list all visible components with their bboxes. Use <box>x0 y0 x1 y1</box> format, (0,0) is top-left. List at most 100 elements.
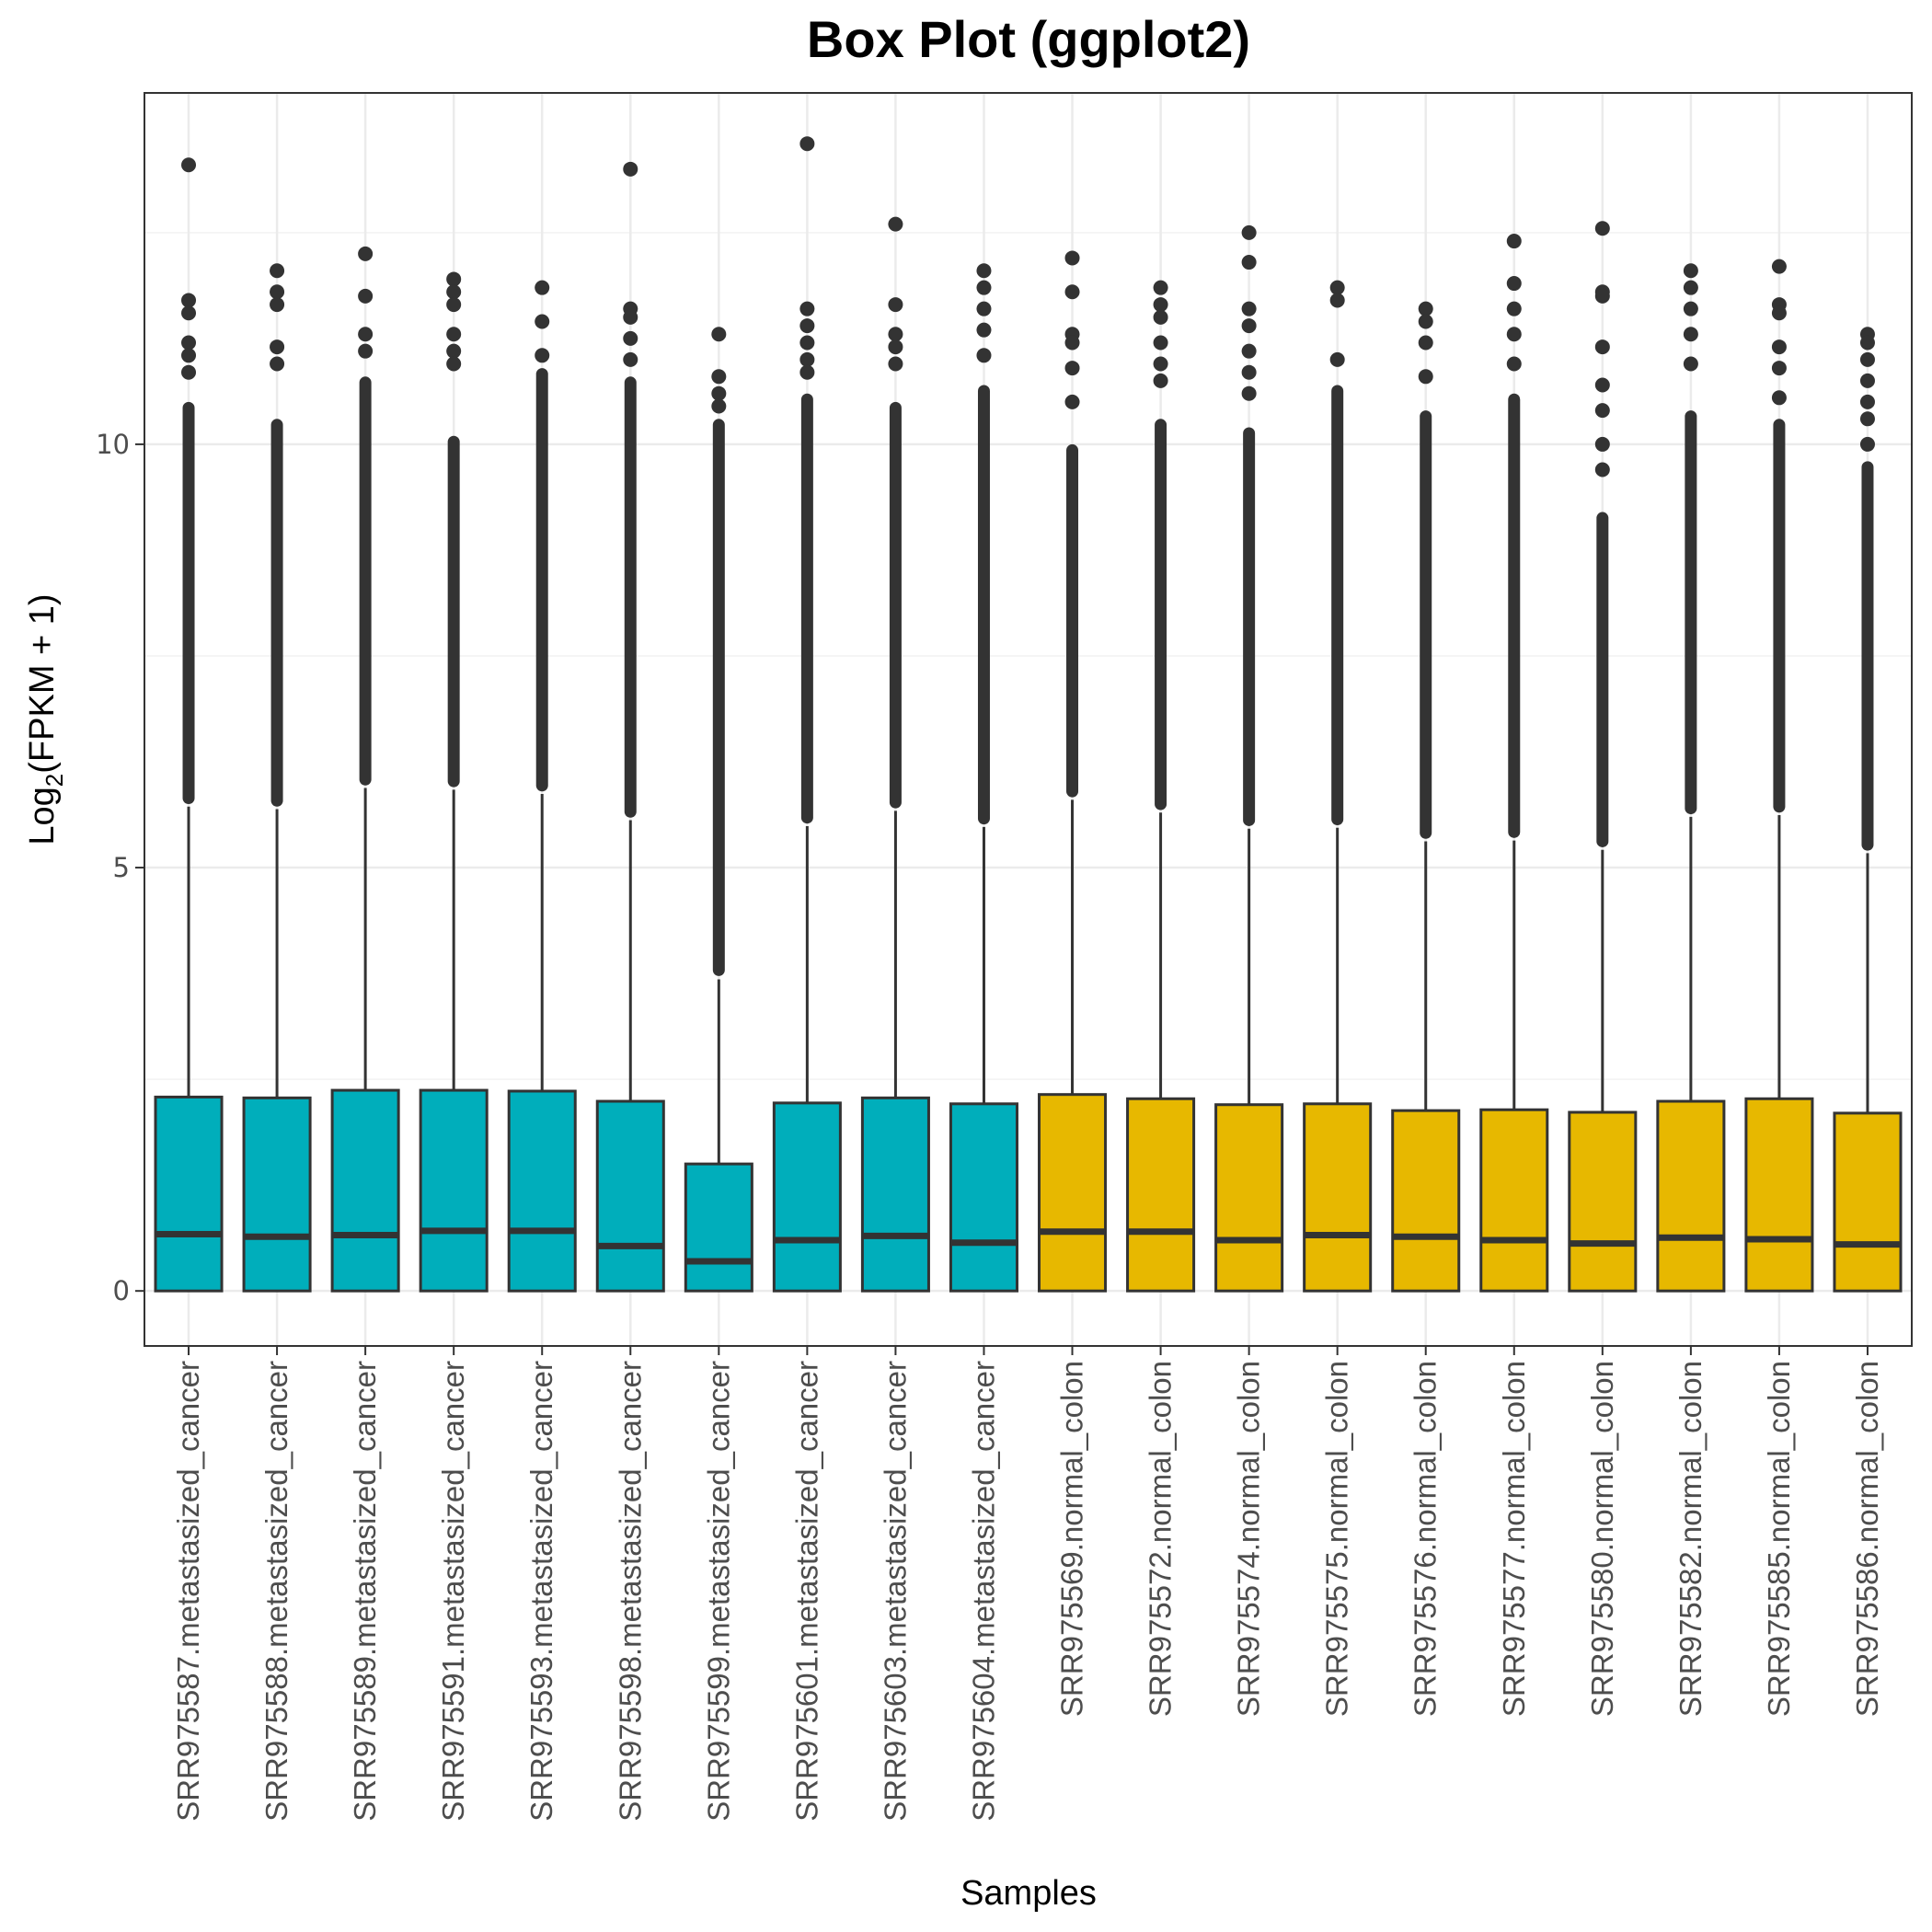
outlier-point <box>1683 356 1698 372</box>
outlier-point <box>1594 221 1610 236</box>
outlier-point <box>1153 309 1168 325</box>
outlier-point <box>1153 373 1168 388</box>
outlier-point <box>799 364 815 380</box>
outlier-point <box>535 280 550 295</box>
outlier-band <box>359 376 372 786</box>
outlier-band <box>535 368 548 792</box>
y-tick-label: 5 <box>113 852 130 883</box>
outlier-band <box>1596 512 1609 847</box>
outlier-point <box>799 301 815 316</box>
outlier-point <box>446 284 462 300</box>
plot-panel-border <box>144 92 1913 1347</box>
box-SRR975582.normal_colon <box>1656 263 1726 1293</box>
x-tick-label: SRR975588.metastasized_cancer <box>259 1361 293 1822</box>
outlier-point <box>358 246 374 261</box>
box-body <box>772 1101 842 1293</box>
outlier-band <box>1508 393 1521 838</box>
box-body <box>595 1099 665 1293</box>
box-SRR975586.normal_colon <box>1833 327 1903 1293</box>
outlier-point <box>1153 297 1168 313</box>
box-body <box>507 1089 577 1293</box>
box-SRR975593.metastasized_cancer <box>507 280 577 1293</box>
outlier-point <box>623 330 638 346</box>
outlier-point <box>1329 351 1345 367</box>
outlier-point <box>1241 364 1257 380</box>
outlier-point <box>358 288 374 304</box>
outlier-band <box>800 393 813 824</box>
box-SRR975572.normal_colon <box>1126 280 1196 1293</box>
outlier-point <box>1594 339 1610 355</box>
outlier-point <box>181 364 197 380</box>
outlier-point <box>1506 327 1522 342</box>
outlier-point <box>1859 335 1875 351</box>
x-tick-label: SRR975582.normal_colon <box>1673 1361 1708 1717</box>
outlier-point <box>1241 343 1257 359</box>
x-tick-label: SRR975576.normal_colon <box>1409 1361 1443 1717</box>
outlier-point <box>1506 276 1522 292</box>
box-body <box>419 1088 489 1293</box>
box-body <box>1126 1097 1196 1293</box>
outlier-point <box>1771 259 1787 274</box>
outlier-point <box>1683 301 1698 316</box>
box-body <box>1656 1099 1726 1293</box>
outlier-point <box>270 339 285 355</box>
outlier-point <box>711 385 727 401</box>
outlier-point <box>181 348 197 363</box>
box-body <box>330 1088 400 1293</box>
outlier-point <box>270 297 285 313</box>
box-body <box>1568 1110 1638 1293</box>
outlier-point <box>446 356 462 372</box>
box-SRR975599.metastasized_cancer <box>684 327 753 1293</box>
outlier-point <box>1241 301 1257 316</box>
outlier-point <box>1594 436 1610 452</box>
outlier-point <box>1418 301 1433 316</box>
outlier-point <box>1859 351 1875 367</box>
outlier-point <box>1859 373 1875 388</box>
box-SRR975574.normal_colon <box>1214 224 1284 1293</box>
outlier-point <box>1153 335 1168 351</box>
x-tick-label: SRR975589.metastasized_cancer <box>348 1361 382 1822</box>
outlier-point <box>1241 318 1257 334</box>
box-body <box>1214 1103 1284 1293</box>
outlier-band <box>1861 461 1874 851</box>
y-axis-title-prefix: Log <box>23 787 62 845</box>
box-SRR975589.metastasized_cancer <box>330 246 400 1293</box>
outlier-point <box>976 263 992 279</box>
x-tick-label: SRR975591.metastasized_cancer <box>436 1361 470 1822</box>
outlier-point <box>1683 327 1698 342</box>
outlier-band <box>1243 427 1256 826</box>
outlier-point <box>446 297 462 313</box>
outlier-point <box>1594 462 1610 477</box>
outlier-point <box>976 322 992 338</box>
x-tick-label: SRR975598.metastasized_cancer <box>613 1361 647 1822</box>
outlier-point <box>799 335 815 351</box>
outlier-point <box>181 305 197 321</box>
x-tick-label: SRR975601.metastasized_cancer <box>789 1361 823 1822</box>
y-axis-title: Log2(FPKM + 1) <box>23 593 68 845</box>
outlier-point <box>1683 263 1698 279</box>
x-tick-label: SRR975593.metastasized_cancer <box>524 1361 558 1822</box>
outlier-point <box>799 136 815 152</box>
outlier-point <box>623 351 638 367</box>
x-tick-label: SRR975586.normal_colon <box>1850 1361 1884 1717</box>
outlier-point <box>358 327 374 342</box>
y-tick-label: 10 <box>96 429 130 460</box>
outlier-point <box>1241 224 1257 240</box>
y-axis-title-subscript: 2 <box>40 774 68 787</box>
box-body <box>684 1162 753 1293</box>
outlier-point <box>1594 288 1610 304</box>
outlier-point <box>888 356 903 372</box>
outlier-point <box>181 335 197 351</box>
box-body <box>154 1095 224 1293</box>
outlier-point <box>1064 361 1080 376</box>
outlier-point <box>1329 293 1345 308</box>
outlier-point <box>1153 356 1168 372</box>
x-tick-label: SRR975577.normal_colon <box>1497 1361 1531 1717</box>
outlier-band <box>624 376 637 818</box>
outlier-point <box>1594 377 1610 393</box>
outlier-point <box>1064 394 1080 409</box>
outlier-point <box>1771 305 1787 321</box>
outlier-point <box>888 327 903 342</box>
outlier-band <box>447 435 460 788</box>
